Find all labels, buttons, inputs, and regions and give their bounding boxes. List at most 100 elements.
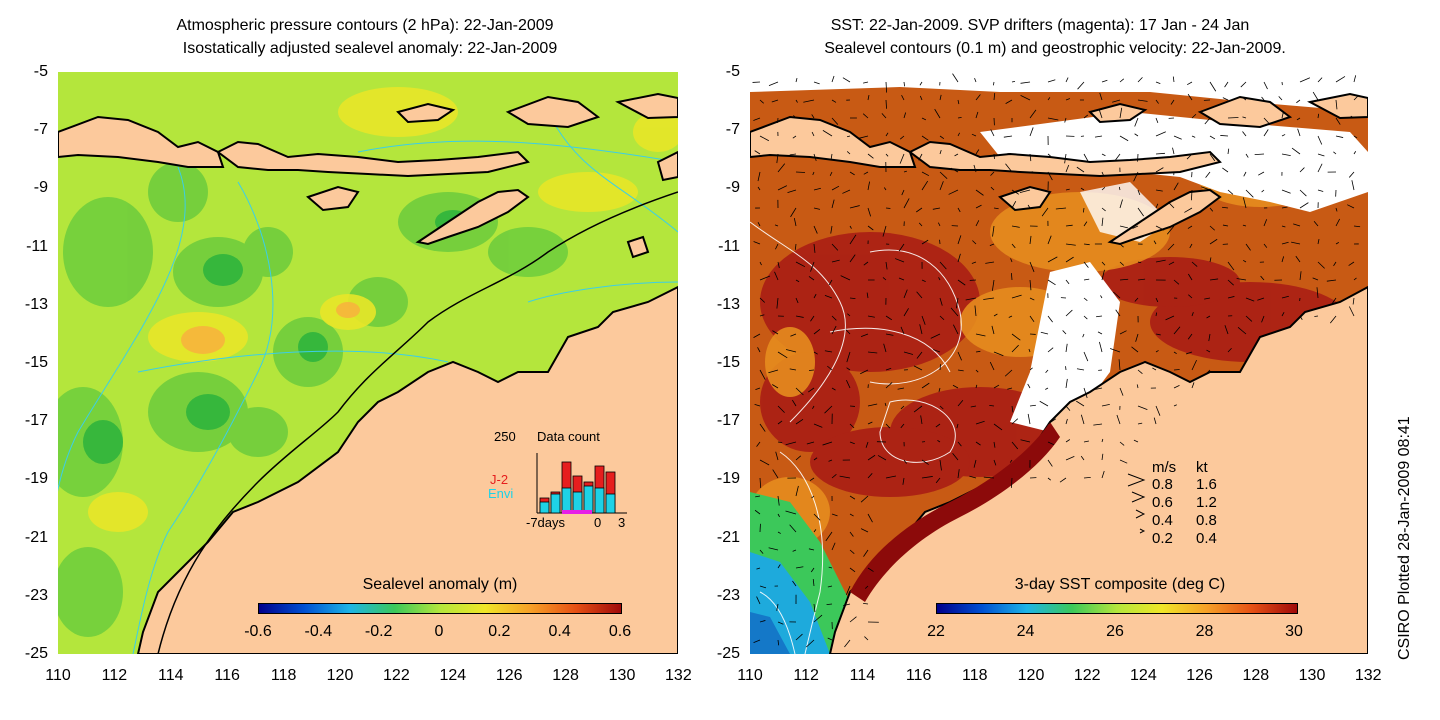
velocity-arrow [939,315,945,321]
velocity-arrow [1263,81,1268,90]
right-colorbar [936,603,1298,614]
velocity-arrow [795,455,802,461]
inset-x-left: -7days [526,515,566,530]
velocity-legend-arrows [1127,473,1146,534]
velocity-arrow [990,129,995,137]
velocity-arrow [1331,297,1337,305]
right-y-tick-label: -23 [716,586,740,604]
left-colorbar-tick: -0.6 [244,623,272,640]
velocity-arrow [1027,383,1031,389]
velocity-arrow [755,495,761,498]
velocity-arrow [1083,153,1090,163]
velocity-arrow [808,276,815,281]
velocity-arrow [1184,207,1193,213]
velocity-arrow [1137,77,1143,83]
velocity-arrow [1029,404,1036,407]
velocity-arrow [1008,315,1013,318]
velocity-arrow [1227,117,1239,119]
velocity-arrow [1029,279,1032,291]
velocity-arrow [1173,326,1181,335]
velocity-arrow [1047,441,1055,446]
velocity-arrow [1135,333,1139,342]
velocity-arrow [1045,369,1049,374]
velocity-arrow [903,308,909,317]
velocity-arrow [812,579,815,587]
velocity-arrow [831,99,837,103]
velocity-arrow [777,163,786,173]
velocity-arrow [950,167,959,173]
velocity-arrow [849,513,854,517]
velocity-arrow [972,240,977,245]
velocity-arrow [1167,243,1175,251]
right-y-tick-label: -7 [725,121,740,139]
velocity-arrow [1155,117,1159,124]
velocity-arrow [1155,259,1166,263]
right-title-line1: SST: 22-Jan-2009. SVP drifters (magenta)… [830,17,1250,34]
velocity-arrow [1119,243,1124,248]
velocity-arrow [813,293,817,299]
velocity-arrow [813,351,818,355]
velocity-arrow [1065,243,1076,246]
velocity-arrow [935,477,941,484]
left-x-tick-label: 114 [158,667,184,684]
velocity-arrow [1245,315,1253,322]
velocity-arrow [918,222,923,227]
velocity-arrow [1329,315,1337,324]
velocity-arrow [1065,405,1071,411]
velocity-arrow [1155,203,1159,209]
velocity-arrow [844,639,851,648]
velocity-arrow [1083,387,1088,399]
velocity-arrow [903,81,905,87]
velocity-arrow [921,476,933,479]
legend-header-kt: kt [1196,459,1208,476]
velocity-arrow [1077,81,1085,90]
velocity-arrow [777,261,780,269]
velocity-arrow [1224,325,1229,335]
velocity-arrow [957,399,964,407]
velocity-arrow [775,243,779,250]
velocity-arrow [867,567,874,572]
velocity-arrow [975,204,982,209]
velocity-arrow [1237,327,1247,335]
velocity-arrow [831,185,840,191]
inset-x-mid: 0 [594,515,602,530]
velocity-arrow [1029,261,1035,273]
velocity-arrow [1133,439,1139,443]
velocity-arrow [1206,369,1211,374]
velocity-arrow [1353,94,1360,101]
velocity-arrow [867,421,873,425]
velocity-arrow [795,485,799,497]
right-x-tick-label: 114 [849,667,876,684]
velocity-arrow [1173,385,1180,389]
velocity-arrow [1209,207,1214,212]
velocity-arrow [1119,441,1125,446]
velocity-arrow [1227,261,1235,271]
velocity-arrow [1243,171,1247,177]
velocity-arrow [1101,207,1106,212]
velocity-arrow [754,150,761,155]
velocity-arrow [1353,225,1361,228]
velocity-arrow [1168,261,1175,266]
velocity-arrow [1047,315,1053,323]
velocity-arrow [1281,241,1289,245]
velocity-arrow [793,217,797,227]
velocity-arrow [1119,135,1129,142]
velocity-arrow [768,81,779,87]
velocity-arrow [916,291,923,299]
velocity-arrow [1351,180,1355,191]
velocity-arrow [901,189,905,196]
velocity-arrow [1011,294,1022,299]
right-y-tick-label: -21 [716,528,740,546]
velocity-arrow [1119,78,1125,83]
velocity-arrow [805,639,815,648]
velocity-arrow [842,603,851,607]
inset-series-envi: Envi [488,486,514,501]
velocity-arrow [849,171,855,176]
velocity-arrow [939,261,947,270]
velocity-arrow [1005,163,1013,173]
left-colorbar-tick: 0 [434,623,444,640]
velocity-arrow [1029,127,1034,137]
left-y-tick-label: -25 [24,645,48,662]
velocity-arrow [1010,258,1013,263]
velocity-arrow [1155,405,1161,416]
